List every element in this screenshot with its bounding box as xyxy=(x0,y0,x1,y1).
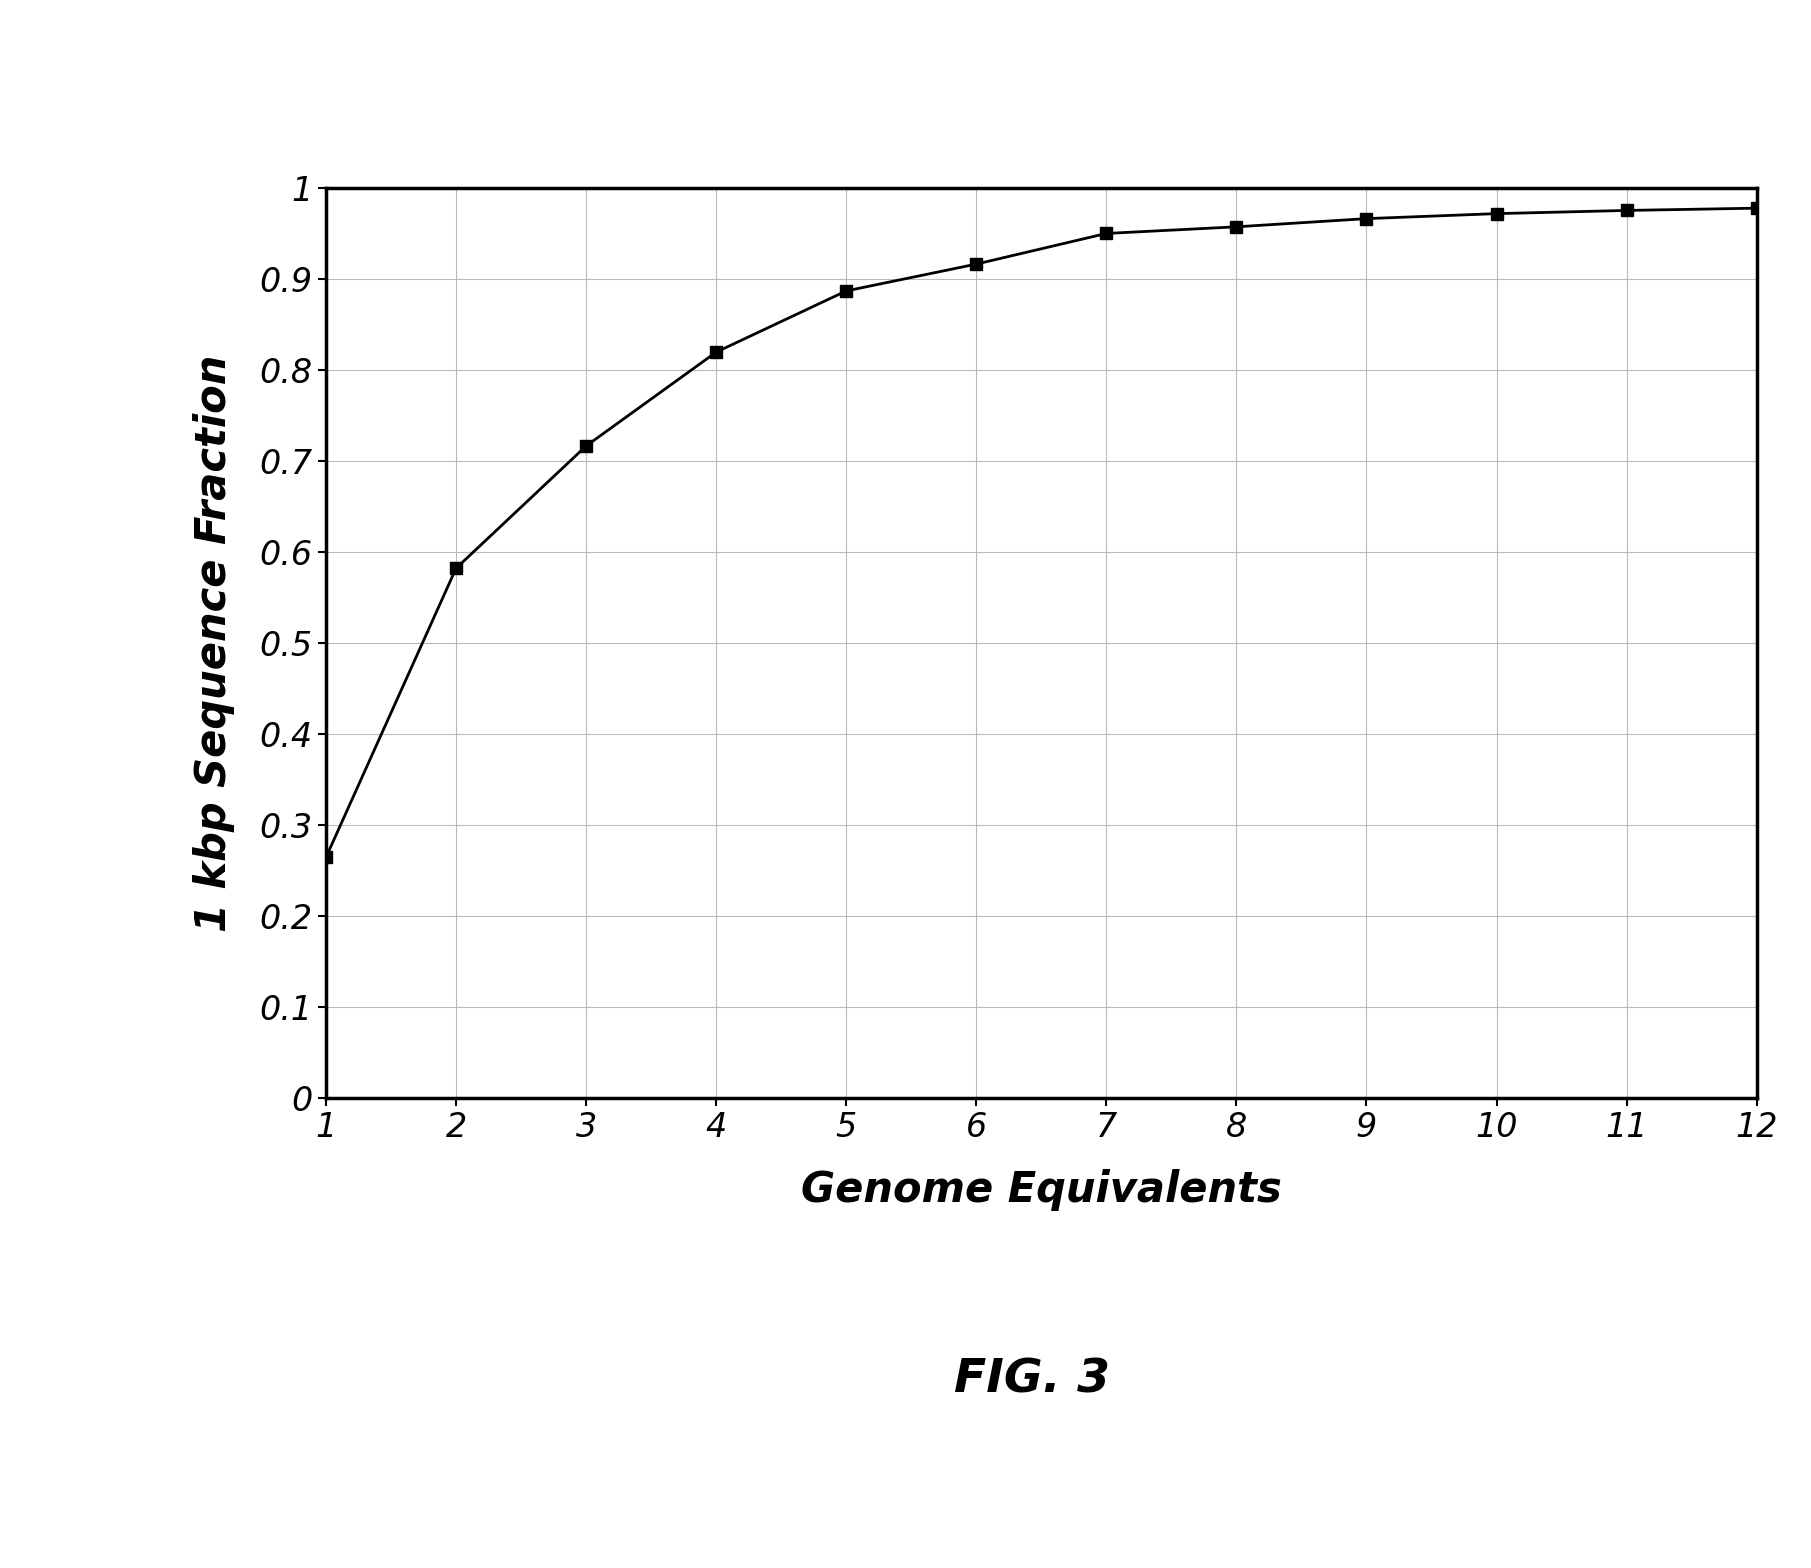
Text: FIG. 3: FIG. 3 xyxy=(954,1358,1110,1402)
X-axis label: Genome Equivalents: Genome Equivalents xyxy=(800,1168,1282,1210)
Y-axis label: 1 kbp Sequence Fraction: 1 kbp Sequence Fraction xyxy=(192,354,235,931)
